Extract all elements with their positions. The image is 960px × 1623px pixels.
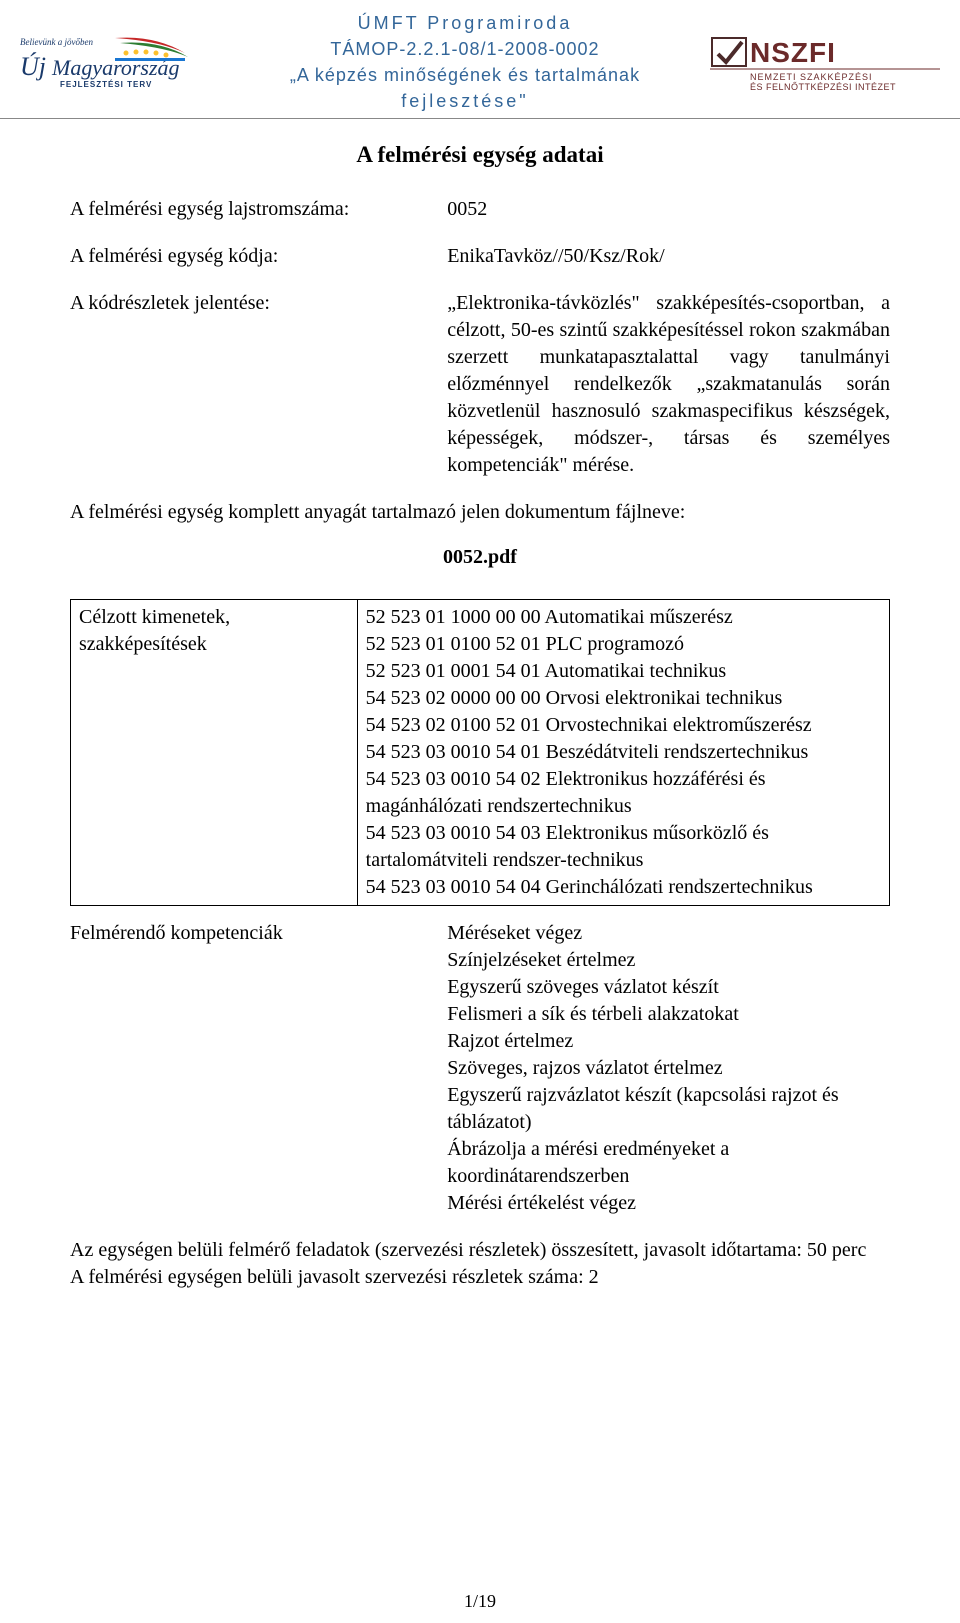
competencies-value: Méréseket végezSzínjelzéseket értelmezEg…	[447, 920, 890, 1217]
jelentes-value: „Elektronika-távközlés" szakképesítés-cs…	[447, 290, 890, 479]
kod-label: A felmérési egység kódja:	[70, 243, 447, 270]
header-line-4: fejlesztése"	[290, 88, 640, 114]
competency-item: Felismeri a sík és térbeli alakzatokat	[447, 1001, 890, 1028]
header-line-2: TÁMOP-2.2.1-08/1-2008-0002	[290, 36, 640, 62]
table-row: Célzott kimenetek, szakképesítések 52 52…	[71, 600, 890, 906]
header-line-3: „A képzés minőségének és tartalmának	[290, 62, 640, 88]
logo-right: NSZFI NEMZETI SZAKKÉPZÉSI ÉS FELNŐTTKÉPZ…	[710, 32, 940, 92]
uj-magyarorszag-logo-icon: Believünk a jövőben Új Magyarország FEJL…	[20, 35, 220, 90]
svg-text:ÉS FELNŐTTKÉPZÉSI INTÉZET: ÉS FELNŐTTKÉPZÉSI INTÉZET	[750, 82, 896, 92]
svg-text:Új: Új	[20, 52, 46, 81]
outputs-item: 54 523 03 0010 54 02 Elektronikus hozzáf…	[366, 766, 881, 820]
svg-text:Believünk a jövőben: Believünk a jövőben	[20, 37, 93, 47]
header-center: ÚMFT Programiroda TÁMOP-2.2.1-08/1-2008-…	[290, 10, 640, 114]
outputs-label: Célzott kimenetek, szakképesítések	[71, 600, 358, 906]
competency-item: Szöveges, rajzos vázlatot értelmez	[447, 1055, 890, 1082]
competency-item: Méréseket végez	[447, 920, 890, 947]
bottom-line-1: Az egységen belüli felmérő feladatok (sz…	[70, 1237, 890, 1264]
competency-item: Rajzot értelmez	[447, 1028, 890, 1055]
lajstrom-label: A felmérési egység lajstromszáma:	[70, 196, 447, 223]
outputs-item: 52 523 01 1000 00 00 Automatikai műszeré…	[366, 604, 881, 631]
svg-text:NEMZETI SZAKKÉPZÉSI: NEMZETI SZAKKÉPZÉSI	[750, 72, 873, 82]
page-title: A felmérési egység adatai	[70, 139, 890, 170]
bottom-paragraph: Az egységen belüli felmérő feladatok (sz…	[70, 1237, 890, 1291]
outputs-item: 54 523 02 0000 00 00 Orvosi elektronikai…	[366, 685, 881, 712]
page-header: Believünk a jövőben Új Magyarország FEJL…	[0, 0, 960, 119]
kod-value: EnikaTavköz//50/Ksz/Rok/	[447, 243, 890, 270]
competency-item: Színjelzéseket értelmez	[447, 947, 890, 974]
lajstrom-value: 0052	[447, 196, 890, 223]
outputs-item: 54 523 03 0010 54 04 Gerinchálózati rend…	[366, 874, 881, 901]
field-jelentes: A kódrészletek jelentése: „Elektronika-t…	[70, 290, 890, 479]
bottom-line-2: A felmérési egységen belüli javasolt sze…	[70, 1264, 890, 1291]
competency-item: Ábrázolja a mérési eredményeket a koordi…	[447, 1136, 890, 1190]
file-name: 0052.pdf	[70, 544, 890, 571]
svg-text:NSZFI: NSZFI	[750, 37, 836, 68]
outputs-item: 54 523 02 0100 52 01 Orvostechnikai elek…	[366, 712, 881, 739]
field-kod: A felmérési egység kódja: EnikaTavköz//5…	[70, 243, 890, 270]
page-number: 1/19	[0, 1589, 960, 1613]
nszfi-logo-icon: NSZFI NEMZETI SZAKKÉPZÉSI ÉS FELNŐTTKÉPZ…	[710, 32, 940, 92]
svg-text:FEJLESZTÉSI TERV: FEJLESZTÉSI TERV	[60, 80, 152, 89]
competencies-row: Felmérendő kompetenciák Méréseket végezS…	[70, 920, 890, 1217]
outputs-item: 54 523 03 0010 54 01 Beszédátviteli rend…	[366, 739, 881, 766]
outputs-value-cell: 52 523 01 1000 00 00 Automatikai műszeré…	[357, 600, 889, 906]
competency-item: Egyszerű rajzvázlatot készít (kapcsolási…	[447, 1082, 890, 1136]
outputs-table: Célzott kimenetek, szakképesítések 52 52…	[70, 599, 890, 906]
competency-item: Egyszerű szöveges vázlatot készít	[447, 974, 890, 1001]
outputs-item: 54 523 03 0010 54 03 Elektronikus műsork…	[366, 820, 881, 874]
file-line: A felmérési egység komplett anyagát tart…	[70, 499, 890, 526]
content: A felmérési egység adatai A felmérési eg…	[0, 119, 960, 1311]
competencies-label: Felmérendő kompetenciák	[70, 920, 447, 1217]
jelentes-label: A kódrészletek jelentése:	[70, 290, 447, 479]
field-lajstrom: A felmérési egység lajstromszáma: 0052	[70, 196, 890, 223]
competency-item: Mérési értékelést végez	[447, 1190, 890, 1217]
page: Believünk a jövőben Új Magyarország FEJL…	[0, 0, 960, 1623]
logo-left: Believünk a jövőben Új Magyarország FEJL…	[20, 35, 220, 90]
header-line-1: ÚMFT Programiroda	[290, 10, 640, 36]
outputs-item: 52 523 01 0100 52 01 PLC programozó	[366, 631, 881, 658]
outputs-item: 52 523 01 0001 54 01 Automatikai technik…	[366, 658, 881, 685]
